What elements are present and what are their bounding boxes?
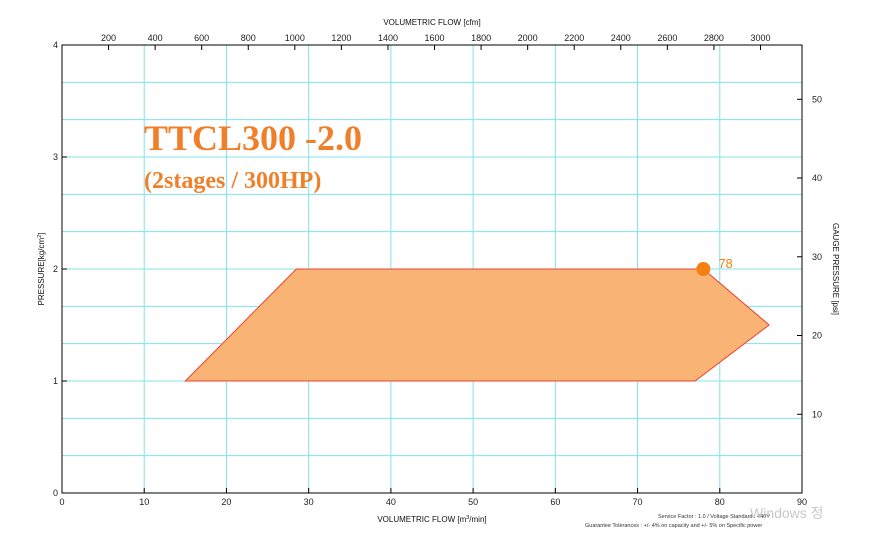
model-name-annotation: TTCL300 -2.0 <box>144 118 362 158</box>
x-top-tick-label: 1400 <box>378 33 398 43</box>
operating-region <box>184 268 770 382</box>
y-right-tick-label: 50 <box>812 94 822 104</box>
x-bottom-tick-label: 80 <box>715 497 725 507</box>
x-bottom-tick-label: 0 <box>59 497 64 507</box>
x-top-tick-label: 1600 <box>425 33 445 43</box>
y-left-axis-title: PRESSURE[kg/cm2] <box>37 233 46 306</box>
x-top-tick-label: 2400 <box>611 33 631 43</box>
x-bottom-tick-label: 10 <box>139 497 149 507</box>
marker-point <box>696 262 711 276</box>
x-bottom-tick-label: 50 <box>468 497 478 507</box>
x-top-tick-label: 2800 <box>704 33 724 43</box>
footnote-service-factor: Service Factor : 1.0 / Voltage Standard … <box>658 514 770 520</box>
x-top-tick-label: 600 <box>194 33 209 43</box>
x-top-axis-title: VOLUMETRIC FLOW [cfm] <box>383 18 480 27</box>
x-bottom-tick-label: 90 <box>797 497 807 507</box>
y-right-tick-label: 10 <box>812 409 822 419</box>
y-left-tick-label: 4 <box>53 40 58 50</box>
x-bottom-tick-label: 30 <box>304 497 314 507</box>
x-top-tick-label: 1200 <box>331 33 351 43</box>
y-left-tick-label: 3 <box>53 152 58 162</box>
x-top-tick-label: 1800 <box>471 33 491 43</box>
x-bottom-tick-label: 40 <box>386 497 396 507</box>
x-bottom-tick-label: 20 <box>221 497 231 507</box>
x-top-tick-label: 2000 <box>518 33 538 43</box>
x-top-tick-label: 1000 <box>285 33 305 43</box>
y-right-tick-label: 30 <box>812 252 822 262</box>
x-bottom-tick-label: 60 <box>550 497 560 507</box>
x-top-tick-label: 2200 <box>564 33 584 43</box>
y-right-axis-title: GAUGE PRESSURE [psi] <box>831 223 840 315</box>
x-bottom-axis-title: VOLUMETRIC FLOW [m3/min] <box>377 515 486 524</box>
footnote-tolerances: Guarantee Tolerances : +/- 4% on capacit… <box>585 523 762 529</box>
x-top-tick-label: 3000 <box>750 33 770 43</box>
y-right-tick-label: 40 <box>812 173 822 183</box>
x-top-tick-label: 400 <box>148 33 163 43</box>
x-top-tick-label: 800 <box>241 33 256 43</box>
marks-layer: 0 10 20 30 40 50 60 70 80 90 0 1 2 3 4 200 400 600 800 1000… <box>53 33 822 507</box>
y-left-tick-label: 1 <box>53 376 58 386</box>
model-spec-annotation: (2stages / 300HP) <box>144 168 321 194</box>
y-right-tick-label: 20 <box>812 331 822 341</box>
marker-label: 78 <box>718 256 732 271</box>
x-top-tick-label: 2600 <box>657 33 677 43</box>
y-left-tick-label: 0 <box>53 488 58 498</box>
x-bottom-tick-label: 70 <box>633 497 643 507</box>
windows-watermark: Windows 정 <box>750 505 824 521</box>
x-top-tick-label: 200 <box>101 33 116 43</box>
y-left-tick-label: 2 <box>53 264 58 274</box>
